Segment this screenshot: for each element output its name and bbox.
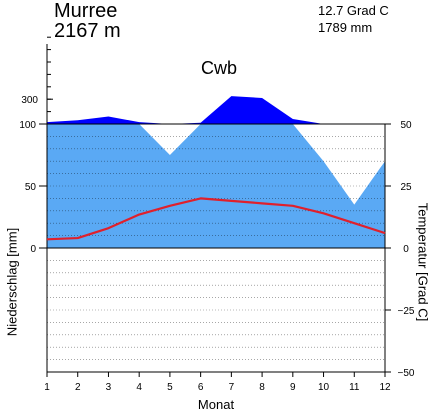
x-tick-label: 8: [259, 382, 265, 393]
y-tick-label-right: 0: [403, 244, 409, 255]
y-tick-label-right: 50: [400, 120, 412, 131]
y-tick-label-left: 300: [21, 95, 38, 106]
y-tick-label-right: −25: [398, 306, 415, 317]
x-tick-label: 11: [349, 382, 360, 393]
very-wet-area: [47, 96, 385, 124]
station-name: Murree: [54, 0, 118, 22]
climate-class: Cwb: [201, 58, 238, 78]
x-tick-label: 10: [318, 382, 330, 393]
y-tick-label-right: −50: [398, 368, 415, 379]
x-tick-label: 1: [44, 382, 50, 393]
temperature-line: [46, 197, 386, 241]
x-tick-label: 3: [106, 382, 112, 393]
y-tick-label-right: 25: [400, 182, 412, 193]
y-tick-label-left: 50: [25, 182, 37, 193]
x-tick-label: 7: [229, 382, 235, 393]
y-tick-label-left: 100: [19, 120, 36, 131]
x-tick-label: 12: [379, 382, 391, 393]
annual-precipitation: 1789 mm: [318, 20, 373, 35]
x-tick-label: 5: [167, 382, 173, 393]
x-tick-label: 2: [75, 382, 81, 393]
mean-temperature: 12.7 Grad C: [318, 3, 389, 18]
x-axis-label: Monat: [197, 397, 235, 412]
x-tick-label: 4: [136, 382, 142, 393]
x-tick-label: 6: [198, 382, 204, 393]
station-elevation: 2167 m: [54, 20, 121, 42]
y-tick-label-left: 0: [30, 244, 36, 255]
station-stats: 12.7 Grad C 1789 mm: [318, 2, 389, 36]
x-tick-label: 9: [290, 382, 296, 393]
